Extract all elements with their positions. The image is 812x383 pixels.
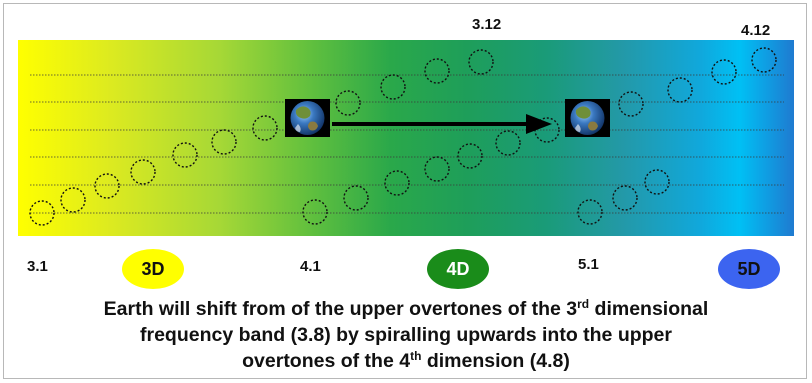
spiral-circle [711,59,737,85]
spiral-circle [468,49,494,75]
dimension-badge-3d: 3D [122,249,184,289]
spiral-circle [172,142,198,168]
dimension-badge-4d: 4D [427,249,489,289]
spiral-circle [577,199,603,225]
dimension-badge-label: 3D [141,258,165,279]
caption-line-3: overtones of the 4th dimension (4.8) [242,349,570,372]
spiral-circle [130,159,156,185]
spiral-circle [751,47,777,73]
spiral-circle [384,170,410,196]
spiral-circle [335,90,361,116]
earth-icon [565,99,610,137]
spiral-circle [644,169,670,195]
spiral-circles [29,47,777,226]
dimension-badge-label: 5D [737,258,761,279]
spiral-circle [612,185,638,211]
band-marker-5-1: 5.1 [578,256,599,273]
spiral-circle [94,173,120,199]
top-label-3-12: 3.12 [472,16,502,33]
dimension-badge-5d: 5D [718,249,780,289]
top-label-4-12: 4.12 [741,22,771,39]
dimension-badge-label: 4D [446,258,470,279]
caption-line-1: Earth will shift from of the upper overt… [103,297,709,320]
earth-icon [285,99,330,137]
spiral-circle [495,130,521,156]
arrow-right-icon [332,114,552,134]
staff-lines [30,74,784,214]
caption: Earth will shift from of the upper overt… [0,296,812,374]
spiral-circle [29,200,55,226]
caption-line-2: frequency band (3.8) by spiralling upwar… [140,324,672,346]
frequency-band [18,40,794,236]
spiral-circle [211,129,237,155]
band-marker-3-1: 3.1 [27,258,48,275]
spiral-circle [343,185,369,211]
spiral-circle [302,199,328,225]
spiral-circle [667,77,693,103]
spiral-circle [60,187,86,213]
spiral-circle [618,91,644,117]
spiral-circle [424,156,450,182]
spiral-circle [252,115,278,141]
spiral-circle [424,58,450,84]
spiral-circle [380,74,406,100]
band-marker-4-1: 4.1 [300,258,321,275]
spiral-circle [457,143,483,169]
